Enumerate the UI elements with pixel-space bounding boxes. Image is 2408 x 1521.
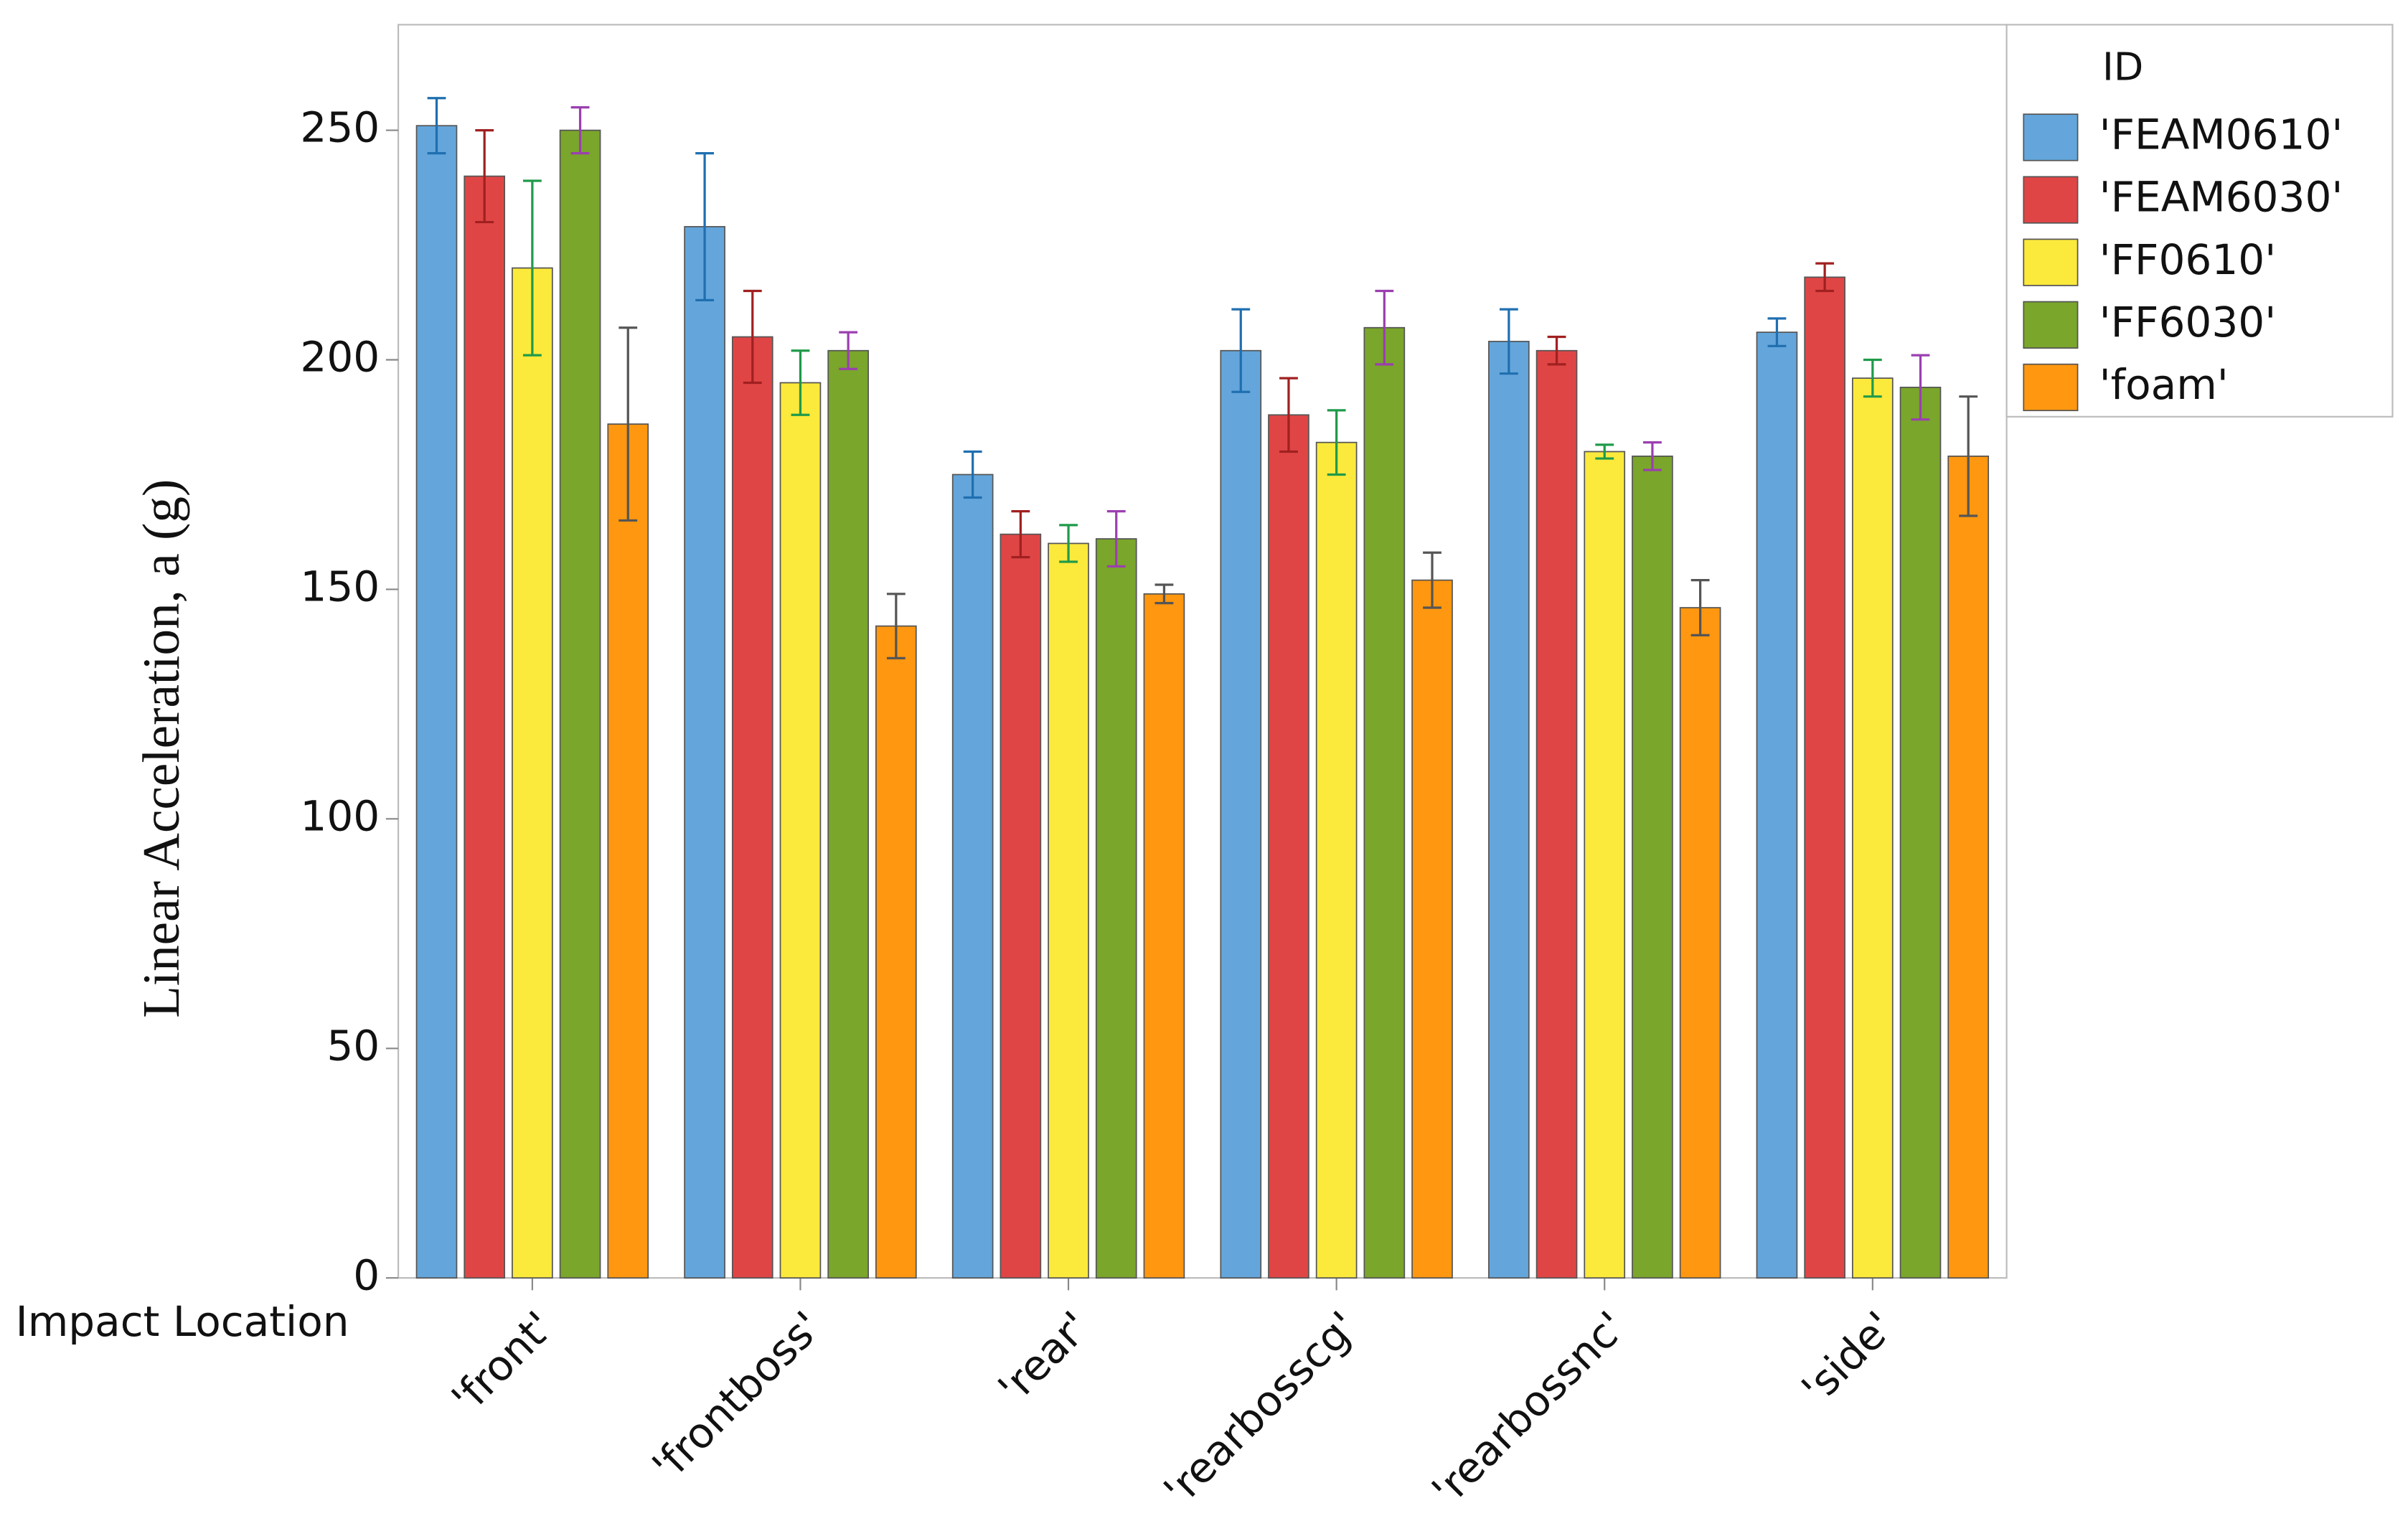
error-bar: [1815, 262, 1835, 293]
error-bar: [1643, 441, 1662, 471]
x-tick-label: 'rearbossnc': [1422, 1302, 1635, 1515]
bar: [1851, 377, 1894, 1279]
bar: [415, 125, 458, 1279]
error-bar: [1863, 358, 1882, 398]
y-tick-label: 0: [353, 1251, 380, 1299]
y-tick-label: 50: [326, 1021, 380, 1070]
bar: [1268, 414, 1309, 1279]
legend-title: ID: [2102, 44, 2143, 89]
legend-swatch: [2023, 238, 2079, 286]
bar: [951, 474, 994, 1279]
x-axis-title: Impact Location: [16, 1297, 349, 1346]
error-bar: [839, 331, 858, 370]
legend-label: 'FEAM6030': [2099, 173, 2343, 222]
error-bar: [791, 349, 810, 416]
bar: [1947, 456, 1990, 1279]
bar: [1095, 538, 1137, 1279]
bar: [1048, 542, 1089, 1279]
bar: [1000, 533, 1042, 1279]
error-bar: [1911, 354, 1930, 421]
legend-label: 'FEAM0610': [2099, 110, 2343, 159]
error-bar: [886, 593, 906, 660]
legend-swatch: [2023, 301, 2079, 349]
legend-swatch: [2023, 113, 2079, 161]
legend-label: 'FF6030': [2099, 298, 2277, 347]
bar: [1632, 456, 1673, 1279]
error-bar: [1011, 510, 1030, 559]
bar: [1804, 276, 1845, 1279]
error-bar: [1959, 395, 1978, 517]
y-tick-label: 250: [300, 103, 380, 152]
error-bar: [1499, 308, 1518, 375]
bar: [1411, 579, 1453, 1279]
error-bar: [1279, 377, 1298, 453]
error-bar: [570, 105, 590, 155]
error-bar: [1154, 583, 1174, 605]
bar: [1899, 387, 1942, 1279]
bar: [684, 226, 725, 1279]
error-bar: [1327, 409, 1346, 476]
legend-label: 'foam': [2099, 360, 2229, 409]
x-tick-label: 'rear': [989, 1302, 1099, 1413]
bar: [1488, 341, 1530, 1279]
error-bar: [522, 179, 542, 357]
bar: [464, 175, 506, 1279]
bar: [1363, 326, 1406, 1279]
error-bar: [475, 128, 494, 224]
x-tick-label: 'frontboss': [643, 1302, 831, 1490]
legend-swatch: [2023, 363, 2079, 412]
legend-swatch: [2023, 176, 2079, 224]
x-tick-label: 'side': [1792, 1302, 1904, 1413]
bar: [1756, 331, 1798, 1279]
bar: [512, 267, 553, 1279]
bar: [1535, 349, 1578, 1279]
y-tick-label: 100: [300, 791, 380, 840]
bar: [1220, 349, 1262, 1279]
bar: [875, 625, 917, 1279]
bar: [827, 349, 869, 1279]
error-bar: [1690, 579, 1710, 637]
error-bar: [1231, 308, 1251, 393]
bar: [1584, 451, 1626, 1279]
bar: [779, 382, 822, 1279]
x-tick-label: 'rearbosscg': [1154, 1302, 1368, 1515]
error-bar: [963, 450, 982, 499]
error-bar: [1547, 335, 1566, 366]
error-bar: [1375, 289, 1394, 366]
y-tick-label: 150: [300, 562, 380, 611]
bar: [1143, 593, 1185, 1279]
bar: [731, 336, 773, 1279]
error-bar: [1059, 524, 1078, 563]
error-bar: [1595, 443, 1614, 460]
bar: [559, 129, 601, 1279]
x-tick-label: 'front': [442, 1302, 563, 1423]
y-tick-label: 200: [300, 333, 380, 382]
bar: [1679, 607, 1721, 1279]
error-bar: [1106, 510, 1126, 568]
error-bar: [695, 151, 714, 301]
error-bar: [743, 289, 762, 385]
plot-frame: [398, 24, 2008, 1279]
error-bar: [1767, 317, 1787, 347]
error-bar: [427, 97, 446, 155]
legend-label: 'FF0610': [2099, 235, 2277, 284]
y-axis-title: Linear Acceleration, a (g): [132, 479, 190, 1018]
bar: [1315, 441, 1358, 1279]
bar: [607, 423, 649, 1279]
error-bar: [1423, 551, 1441, 609]
error-bar: [619, 326, 638, 522]
